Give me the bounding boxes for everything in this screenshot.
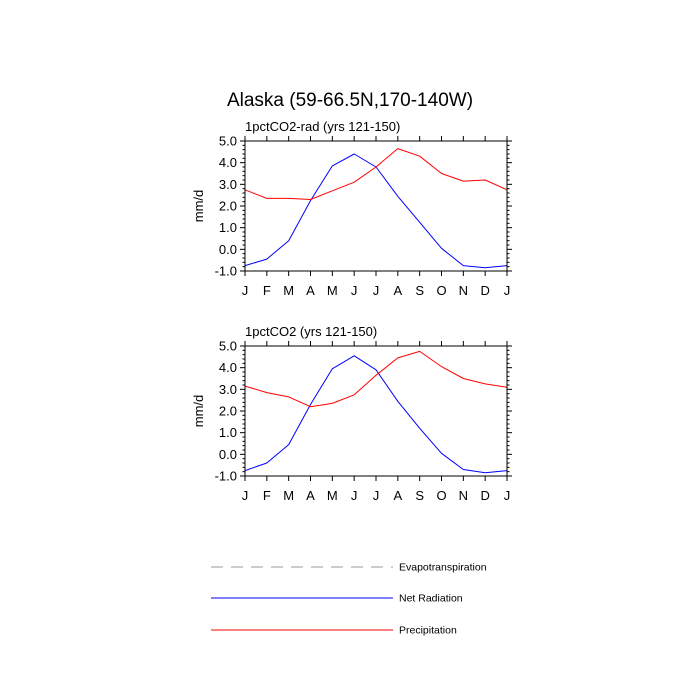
x-tick-label: A <box>393 283 402 298</box>
y-tick-label: 4.0 <box>219 155 237 170</box>
main-title: Alaska (59-66.5N,170-140W) <box>227 90 473 111</box>
y-tick-label: 1.0 <box>219 220 237 235</box>
y-tick-label: 0.0 <box>219 242 237 257</box>
y-axis-label: mm/d <box>191 395 206 428</box>
chart-panel-bottom: 1pctCO2 (yrs 121-150) -1.0 0.0 1.0 2.0 3.0 4.0… <box>191 324 512 503</box>
x-tick-label: O <box>436 488 446 503</box>
series-line-net-radiation <box>244 355 508 474</box>
y-tick-label: -1.0 <box>215 264 237 279</box>
x-tick-label: J <box>242 283 249 298</box>
y-tick-label: 3.0 <box>219 177 237 192</box>
x-tick-label: J <box>242 488 249 503</box>
plot-frame <box>244 140 508 272</box>
legend: Evapotranspiration Net Radiation Precipi… <box>211 562 487 637</box>
series-line-net-radiation <box>244 153 508 269</box>
series-line-precipitation <box>244 350 508 408</box>
y-tick-label: 3.0 <box>219 382 237 397</box>
x-tick-label: J <box>351 283 358 298</box>
x-tick-label: O <box>436 283 446 298</box>
x-tick-label: M <box>327 283 338 298</box>
y-tick-label: 2.0 <box>219 404 237 419</box>
x-tick-label: A <box>306 283 315 298</box>
y-tick-label: 2.0 <box>219 199 237 214</box>
panel-title: 1pctCO2-rad (yrs 121-150) <box>245 119 400 134</box>
chart-panel-top: 1pctCO2-rad (yrs 121-150) -1.0 0.0 1.0 2.0 3.… <box>191 119 512 298</box>
x-tick-label: S <box>415 283 424 298</box>
panel-title: 1pctCO2 (yrs 121-150) <box>245 324 377 339</box>
legend-label-net-radiation: Net Radiation <box>399 593 463 605</box>
y-tick-label: 0.0 <box>219 447 237 462</box>
x-tick-label: A <box>393 488 402 503</box>
legend-label-precipitation: Precipitation <box>399 625 457 637</box>
x-tick-label: J <box>373 488 380 503</box>
y-tick-label: -1.0 <box>215 469 237 484</box>
y-tick-label: 5.0 <box>219 339 237 354</box>
x-tick-label: F <box>263 283 271 298</box>
x-tick-label: J <box>373 283 380 298</box>
x-tick-label: D <box>480 488 489 503</box>
x-tick-label: F <box>263 488 271 503</box>
x-tick-label: J <box>351 488 358 503</box>
x-tick-label: S <box>415 488 424 503</box>
y-tick-label: 4.0 <box>219 360 237 375</box>
x-tick-label: N <box>459 488 468 503</box>
y-axis-label: mm/d <box>191 190 206 223</box>
series-line-precipitation <box>244 148 508 200</box>
x-tick-label: M <box>283 488 294 503</box>
x-tick-label: N <box>459 283 468 298</box>
y-tick-label: 5.0 <box>219 134 237 149</box>
x-tick-label: M <box>327 488 338 503</box>
y-tick-label: 1.0 <box>219 425 237 440</box>
x-tick-label: J <box>504 283 511 298</box>
legend-label-evapotranspiration: Evapotranspiration <box>399 562 487 574</box>
x-tick-label: M <box>283 283 294 298</box>
x-tick-label: D <box>480 283 489 298</box>
plot-frame <box>244 345 508 477</box>
x-tick-label: A <box>306 488 315 503</box>
x-tick-label: J <box>504 488 511 503</box>
